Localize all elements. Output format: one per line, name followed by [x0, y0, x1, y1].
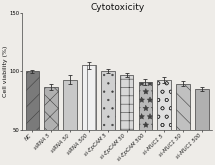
Bar [139, 82, 152, 165]
Bar [120, 75, 133, 165]
Bar [82, 66, 96, 165]
Bar [195, 89, 209, 165]
Bar [26, 71, 39, 165]
Bar [157, 80, 171, 165]
Bar [63, 80, 77, 165]
Bar [45, 87, 58, 165]
Bar [176, 84, 190, 165]
Title: Cytotoxicity: Cytotoxicity [90, 3, 144, 12]
Bar [101, 71, 115, 165]
Y-axis label: Cell viability (%): Cell viability (%) [3, 46, 8, 97]
